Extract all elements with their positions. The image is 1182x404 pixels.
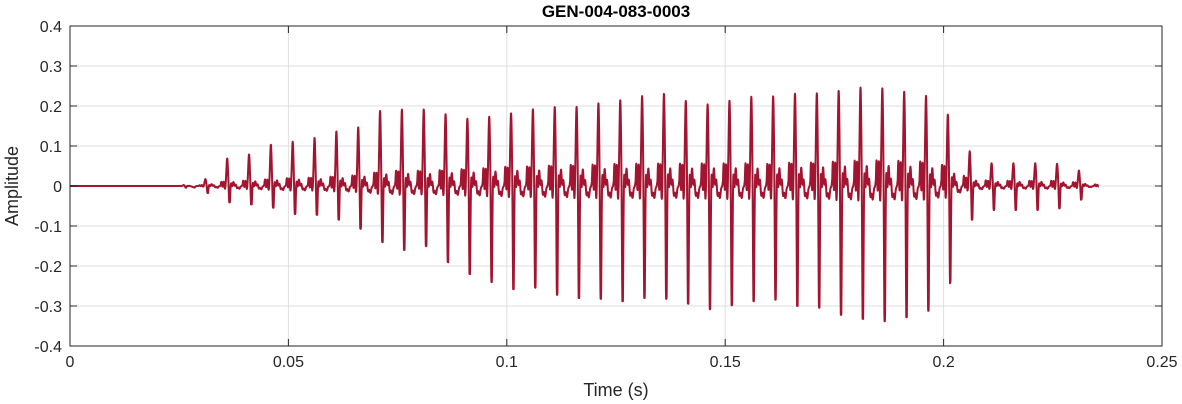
y-tick-label: -0.1 xyxy=(34,219,62,236)
waveform-series xyxy=(69,86,1100,323)
y-tick-label: 0.1 xyxy=(40,139,62,156)
x-tick-labels: 0 0.05 0.1 0.15 0.2 0.25 xyxy=(66,354,1178,371)
x-axis-label: Time (s) xyxy=(583,380,648,400)
y-axis-label: Amplitude xyxy=(2,146,22,226)
x-tick-label: 0 xyxy=(66,354,75,371)
waveform-line xyxy=(69,86,1100,323)
x-tick-label: 0.15 xyxy=(710,354,741,371)
y-tick-label: 0.2 xyxy=(40,99,62,116)
chart-title: GEN-004-083-0003 xyxy=(542,2,690,21)
x-tick-label: 0.2 xyxy=(932,354,954,371)
x-tick-label: 0.1 xyxy=(496,354,518,371)
y-tick-label: 0 xyxy=(53,179,62,196)
y-tick-label: -0.3 xyxy=(34,299,62,316)
y-tick-label: -0.4 xyxy=(34,339,62,356)
y-tick-label: 0.4 xyxy=(40,19,62,36)
x-tick-label: 0.05 xyxy=(273,354,304,371)
y-tick-label: 0.3 xyxy=(40,59,62,76)
y-tick-labels: 0.4 0.3 0.2 0.1 0 -0.1 -0.2 -0.3 -0.4 xyxy=(34,19,62,356)
axis-ticks xyxy=(69,25,1163,347)
y-tick-label: -0.2 xyxy=(34,259,62,276)
x-tick-label: 0.25 xyxy=(1146,354,1177,371)
